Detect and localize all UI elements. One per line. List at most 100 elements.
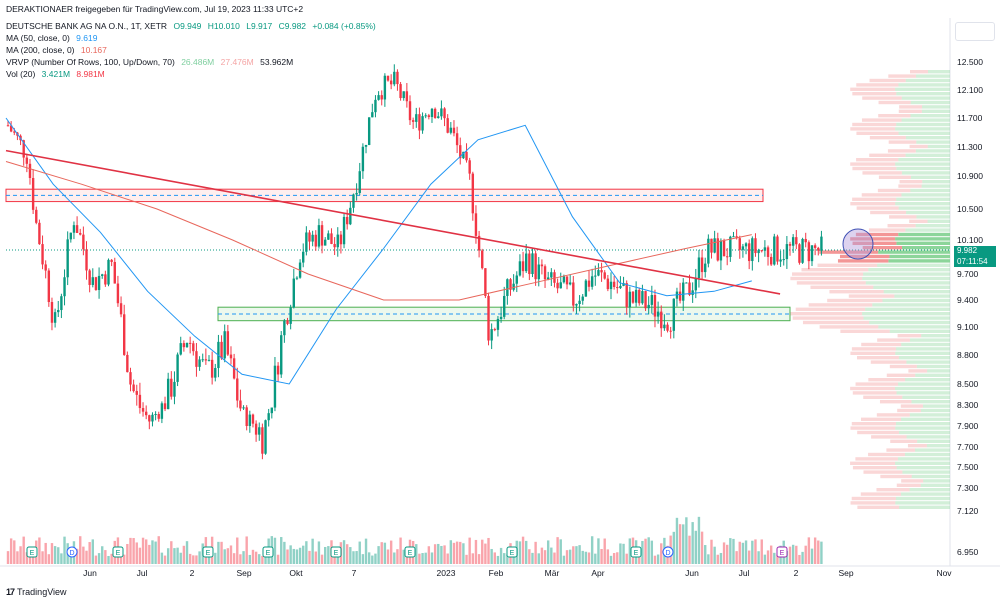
volume-bar — [641, 540, 644, 564]
volume-bar — [367, 552, 371, 564]
vrvp-down-bar — [850, 87, 896, 91]
candle-body — [766, 247, 770, 257]
earnings-marker-icon — [404, 546, 416, 558]
vrvp-up-bar — [902, 470, 950, 474]
screenshot-button[interactable] — [955, 22, 995, 41]
candle-body — [380, 95, 383, 100]
y-tick-label: 7.700 — [957, 442, 979, 452]
vrvp-up-bar — [923, 479, 950, 483]
ma50-legend[interactable]: MA (50, close, 0) 9.619 — [6, 33, 101, 44]
vrvp-down-bar — [850, 127, 896, 131]
vrvp-up-bar — [898, 232, 950, 237]
volume-bar — [44, 542, 47, 564]
candle-body — [713, 238, 716, 253]
vrvp-up-bar — [901, 96, 950, 100]
marker-letter-icon: D — [665, 550, 670, 557]
volume-bar — [776, 554, 779, 564]
vol-ma-value: 8.981M — [76, 69, 105, 79]
vrvp-up-bar — [898, 83, 950, 87]
volume-bar — [565, 550, 569, 564]
volume-bar — [415, 544, 418, 564]
candle-body — [726, 256, 729, 258]
footer-brand[interactable]: 17 TradingView — [6, 587, 67, 597]
vrvp-up-bar — [896, 122, 950, 127]
candle-body — [264, 420, 267, 454]
vrvp-down-bar — [871, 435, 907, 439]
volume-bar — [455, 541, 459, 564]
ma200-legend[interactable]: MA (200, close, 0) 10.167 — [6, 45, 111, 56]
candle-body — [408, 101, 412, 121]
vrvp-down-bar — [861, 193, 902, 197]
earnings-marker-icon — [202, 546, 214, 558]
vrvp-down-bar — [840, 329, 890, 333]
candle-body — [151, 414, 154, 422]
vrvp-down-bar — [901, 479, 924, 483]
candle-body — [317, 225, 321, 247]
candle-body — [6, 125, 10, 127]
volume-bar — [283, 541, 286, 564]
candle-body — [506, 279, 509, 296]
vrvp-up-bar — [865, 281, 950, 285]
volume-bar — [101, 546, 104, 564]
volume-bar — [597, 538, 600, 564]
volume-bar — [380, 542, 383, 564]
vrvp-up-bar — [901, 246, 950, 250]
vrvp-down-bar — [852, 166, 897, 171]
vrvp-down-bar — [860, 492, 901, 496]
symbol-label: DEUTSCHE BANK AG NA O.N., 1T, XETR — [6, 21, 168, 31]
candle-body — [788, 244, 792, 246]
ma50-label: MA (50, close, 0) — [6, 33, 70, 43]
candle-body — [349, 207, 352, 225]
volume-bar — [760, 539, 763, 564]
vrvp-up-bar — [873, 285, 950, 289]
volume-bar — [682, 524, 685, 564]
vrvp-down-bar — [862, 246, 902, 250]
candle-body — [50, 302, 54, 323]
y-tick-label: 7.300 — [957, 483, 979, 493]
candle-body — [666, 324, 669, 331]
y-tick-label: 8.300 — [957, 400, 979, 410]
volume-bar — [481, 539, 484, 564]
x-tick-label: Sep — [838, 568, 853, 578]
candle-body — [342, 216, 346, 245]
volume-bar — [763, 554, 767, 564]
volume-bar — [302, 545, 305, 564]
volume-bar — [584, 551, 588, 564]
candle-body — [603, 272, 606, 279]
candle-body — [63, 277, 66, 297]
candle-body — [518, 261, 522, 276]
marker-letter-icon: E — [116, 550, 121, 557]
candle-body — [440, 108, 443, 117]
vrvp-down-bar — [856, 206, 899, 210]
volume-bar — [587, 552, 591, 564]
candle-body — [402, 91, 405, 99]
vol-legend[interactable]: Vol (20) 3.421M 8.981M — [6, 69, 109, 80]
vrvp-legend[interactable]: VRVP (Number Of Rows, 100, Up/Down, 70) … — [6, 57, 297, 68]
candle-body — [302, 251, 305, 263]
volume-bar — [546, 540, 550, 564]
candle-body — [383, 75, 387, 100]
vrvp-down-bar — [869, 153, 906, 157]
candle-body — [433, 108, 437, 118]
volume-bar — [732, 538, 735, 564]
volume-bar — [355, 551, 358, 564]
vrvp-up-bar — [902, 395, 950, 399]
vrvp-up-bar — [916, 364, 950, 369]
volume-bar — [741, 542, 745, 564]
candle-body — [123, 314, 126, 355]
vrvp-down-bar — [880, 474, 912, 479]
candle-body — [339, 234, 343, 245]
volume-bar — [386, 549, 390, 564]
candle-body — [44, 264, 47, 271]
candle-body — [553, 272, 556, 283]
volume-bar — [540, 547, 544, 564]
vrvp-down-bar — [850, 351, 896, 355]
volume-bar — [754, 539, 757, 564]
vrvp-down-bar — [869, 136, 906, 140]
candle-body — [437, 116, 440, 118]
vrvp-down-bar — [876, 413, 910, 417]
candle-body — [546, 277, 550, 280]
volume-bar — [154, 541, 157, 564]
